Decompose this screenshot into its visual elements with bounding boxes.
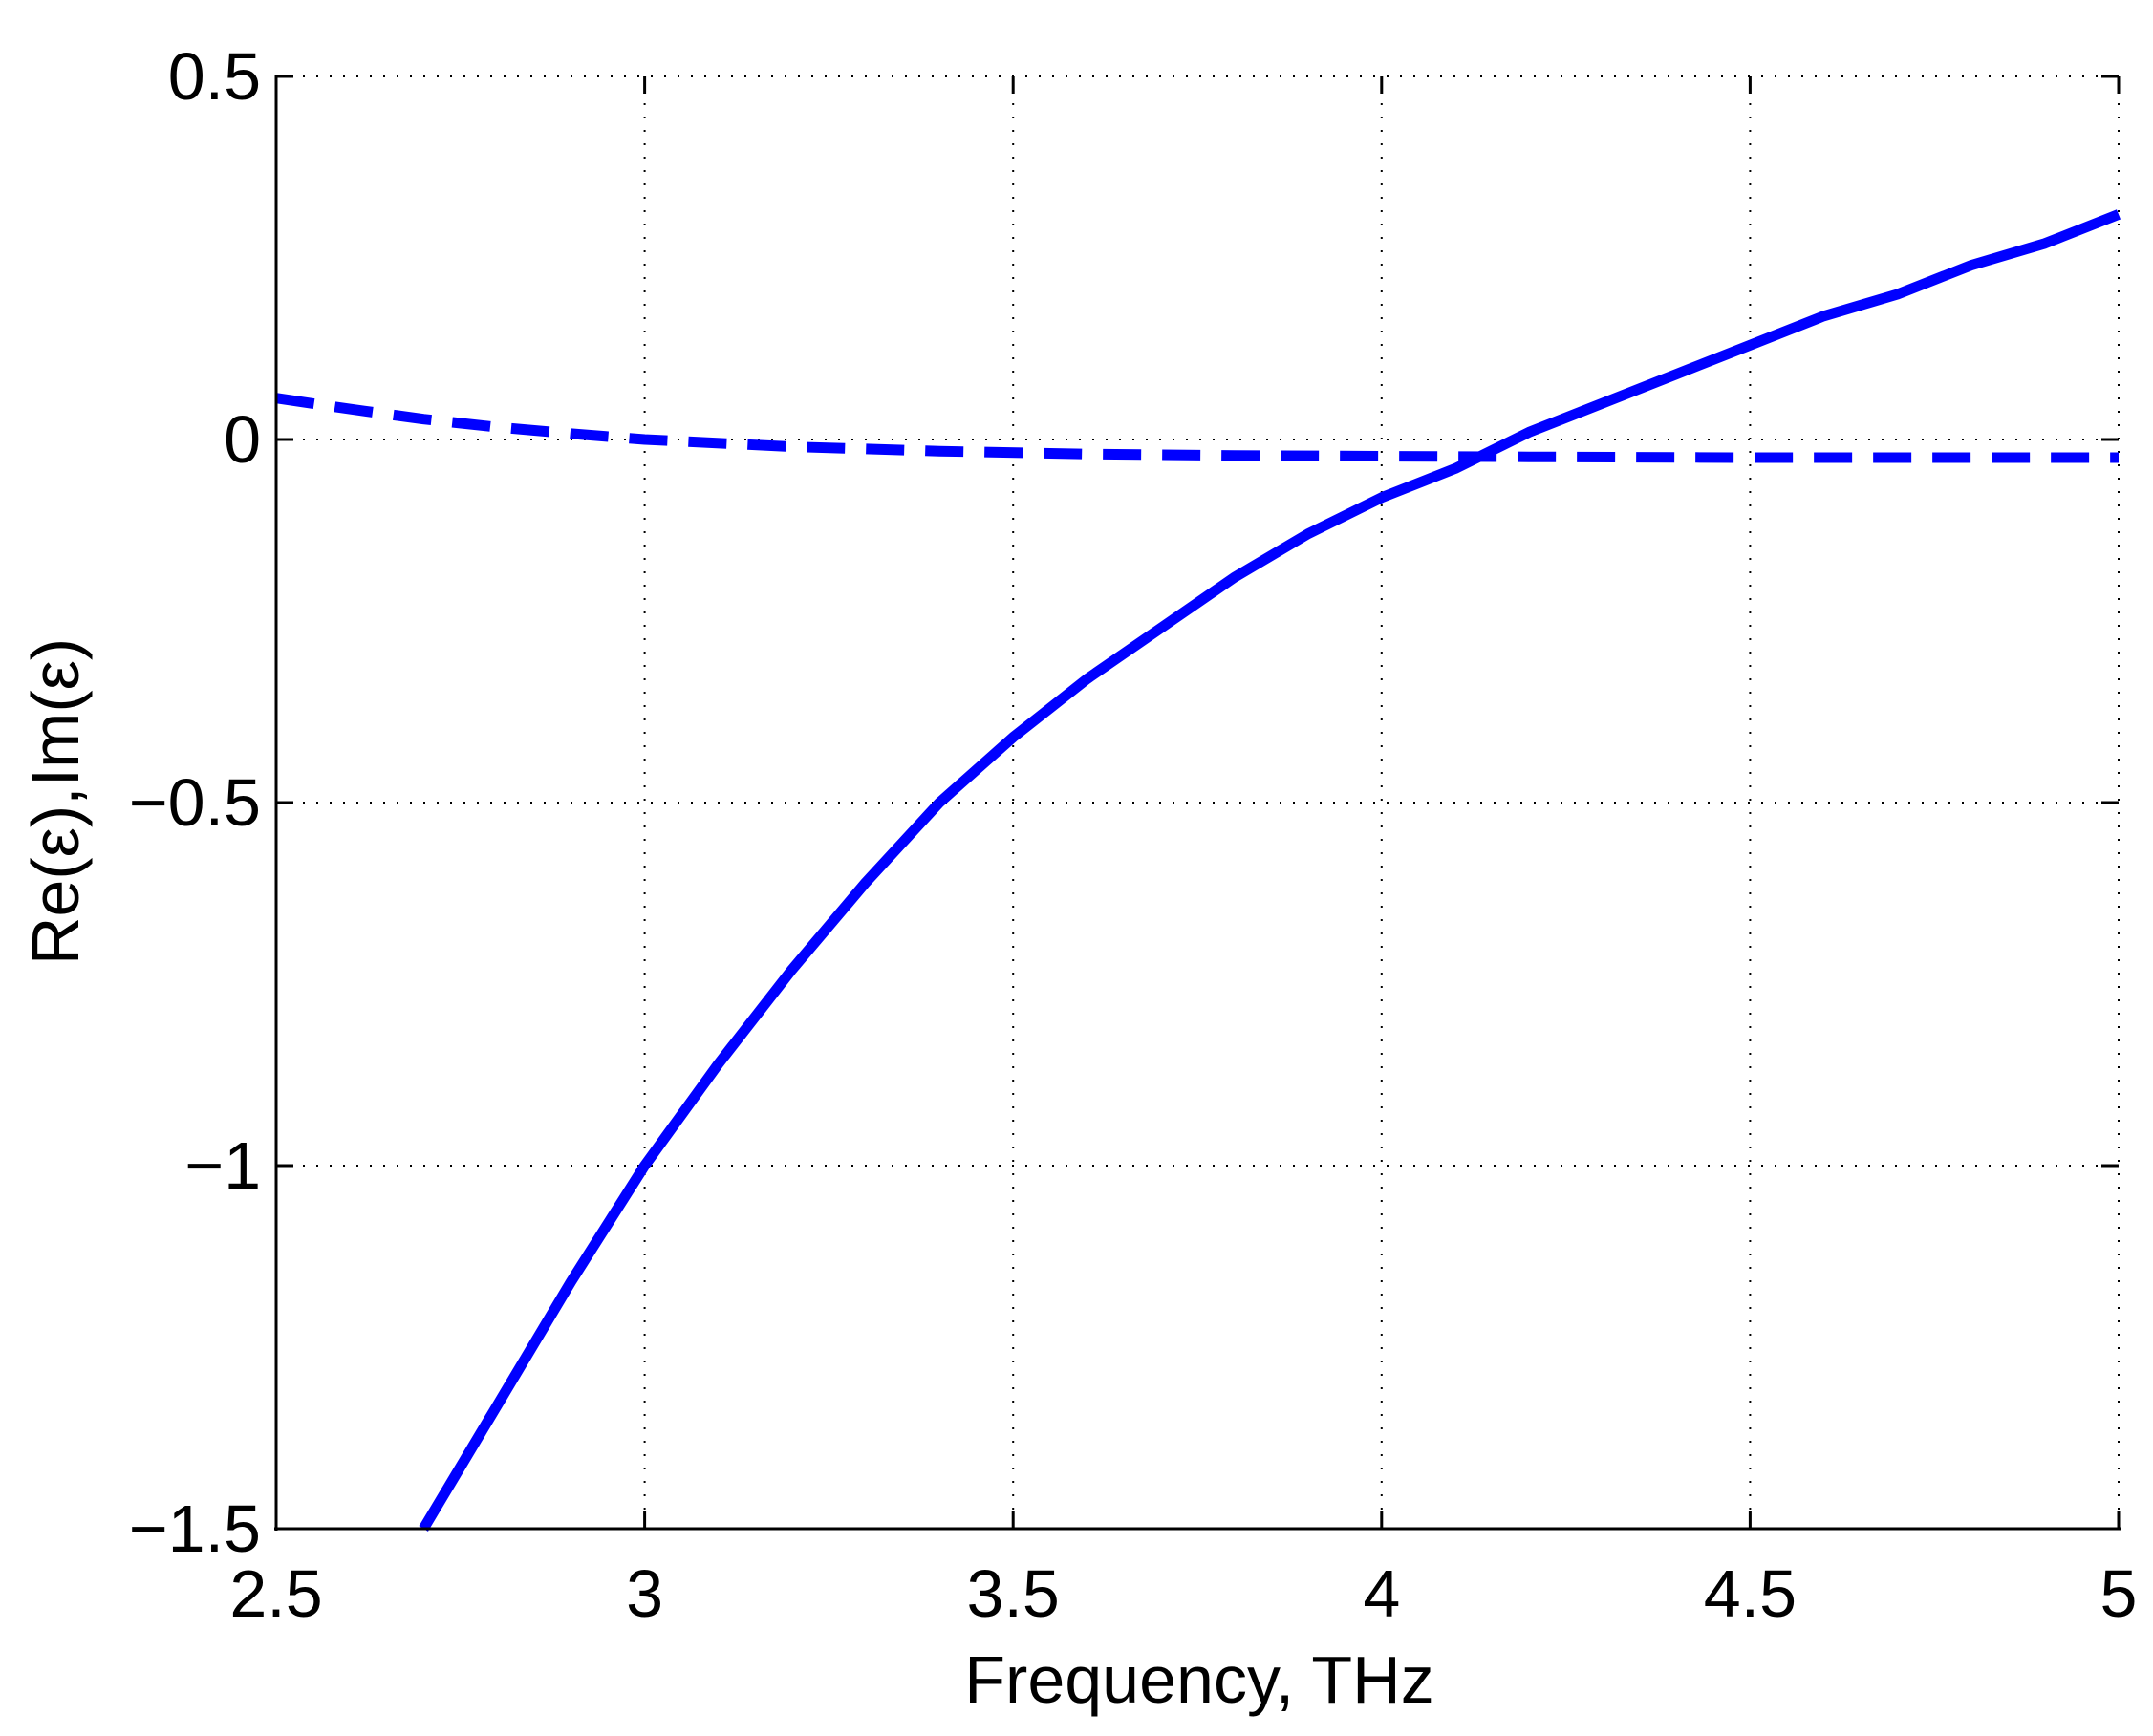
x-axis-label: Frequency, THz: [964, 1642, 1433, 1717]
x-tick-label: 2.5: [229, 1556, 322, 1631]
y-tick-label: −1.5: [129, 1491, 261, 1566]
x-tick-label: 4: [1363, 1556, 1400, 1631]
y-tick-label: −1: [184, 1128, 261, 1203]
y-axis-label: Re(ε),Im(ε): [18, 638, 93, 965]
y-tick-labels: −1.5 −1 −0.5 0 0.5: [129, 39, 261, 1566]
y-tick-label: 0: [224, 402, 261, 477]
axes: [274, 75, 2121, 1531]
y-tick-label: −0.5: [129, 765, 261, 840]
grid: [276, 75, 2120, 1529]
x-tick-label: 5: [2100, 1556, 2138, 1631]
plot-area: [275, 209, 2121, 1532]
y-tick-label: 0.5: [168, 39, 261, 114]
x-tick-labels: 2.5 3 3.5 4 4.5 5: [229, 1556, 2137, 1631]
x-tick-label: 4.5: [1704, 1556, 1797, 1631]
solid-series-line: [419, 209, 2121, 1532]
x-tick-label: 3: [626, 1556, 663, 1631]
x-tick-label: 3.5: [967, 1556, 1060, 1631]
